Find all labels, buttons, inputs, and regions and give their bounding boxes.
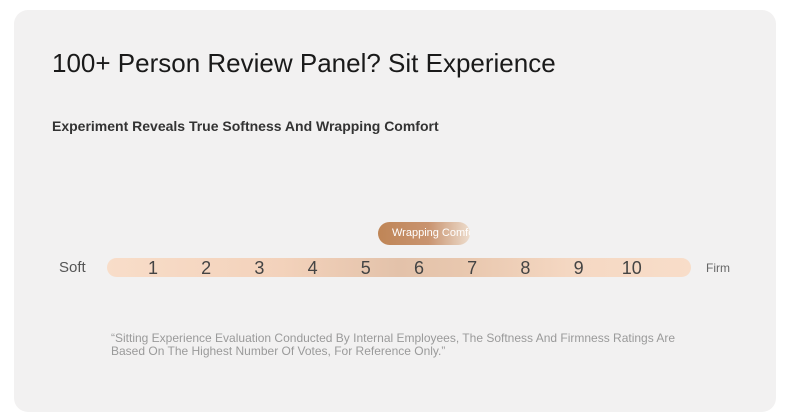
subtitle: Experiment Reveals True Softness And Wra… — [52, 118, 439, 134]
firm-label: Firm — [706, 261, 730, 275]
scale-number: 5 — [360, 258, 371, 278]
scale-bar — [107, 258, 691, 277]
title: 100+ Person Review Panel? Sit Experience — [52, 48, 556, 78]
scale-number: 1 — [147, 258, 158, 278]
soft-label: Soft — [59, 259, 86, 276]
scale-number: 6 — [413, 258, 424, 278]
scale-number: 10 — [621, 258, 642, 278]
scale-number: 8 — [520, 258, 531, 278]
footnote: “Sitting Experience Evaluation Conducted… — [111, 331, 676, 358]
scale-number: 2 — [201, 258, 212, 278]
scale-number: 3 — [254, 258, 265, 278]
badge: Wrapping Comfort — [378, 222, 470, 245]
scale-number: 4 — [307, 258, 318, 278]
scale-number: 7 — [467, 258, 478, 278]
scale-number: 9 — [573, 258, 584, 278]
card — [14, 10, 776, 412]
